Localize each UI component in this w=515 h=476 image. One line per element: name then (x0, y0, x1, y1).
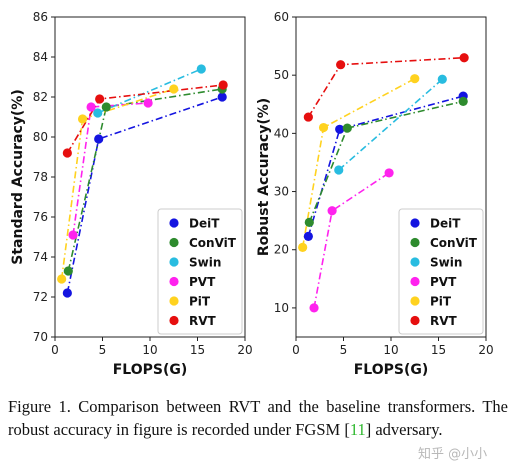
figure-caption: Figure 1. Comparison between RVT and the… (8, 395, 508, 441)
chart-standard-legend-label-pit: PiT (189, 295, 211, 309)
chart-robust-legend-marker-convit (410, 237, 420, 248)
chart-robust-legend-label-convit: ConViT (430, 236, 478, 250)
chart-standard-point-deit (217, 92, 227, 102)
chart-standard-point-convit (101, 102, 111, 112)
chart-robust-x-tick-label: 0 (292, 343, 300, 357)
chart-robust-point-swin (334, 165, 344, 175)
chart-standard-x-tick-label: 5 (99, 343, 107, 357)
chart-robust-point-pit (410, 74, 420, 84)
chart-robust-point-deit (335, 124, 345, 134)
chart-standard-y-tick-label: 76 (33, 210, 48, 224)
chart-robust-line-pvt (313, 172, 390, 309)
chart-robust-point-rvt (459, 53, 469, 63)
chart-standard-legend-marker-pvt (169, 276, 179, 287)
chart-standard-legend-marker-convit (169, 237, 179, 248)
chart-robust-legend-marker-pvt (410, 276, 420, 287)
chart-robust-y-tick-label: 10 (274, 301, 289, 315)
chart-standard-legend-label-pvt: PVT (189, 275, 216, 289)
chart-standard-point-deit (94, 134, 104, 144)
chart-standard-point-rvt (62, 148, 72, 158)
chart-standard-point-pvt (143, 98, 153, 108)
chart-robust-x-tick-label: 5 (340, 343, 348, 357)
chart-robust-point-deit (303, 231, 313, 241)
chart-robust-point-pvt (384, 168, 394, 178)
chart-standard-legend-label-swin: Swin (189, 256, 221, 270)
chart-standard-point-pvt (86, 102, 96, 112)
chart-robust-legend-label-rvt: RVT (430, 314, 458, 328)
chart-standard-point-deit (62, 288, 72, 298)
chart-standard-legend-label-convit: ConViT (189, 236, 237, 250)
chart-standard-x-axis-label: FLOPS(G) (113, 362, 188, 378)
chart-standard-y-tick-label: 86 (33, 10, 48, 24)
chart-standard-y-tick-label: 80 (33, 130, 48, 144)
chart-standard-y-tick-label: 82 (33, 90, 48, 104)
chart-robust-y-tick-label: 20 (274, 243, 289, 257)
chart-standard-x-tick-label: 20 (237, 343, 252, 357)
chart-standard-point-pit (77, 114, 88, 124)
chart-standard-x-tick-label: 15 (190, 343, 205, 357)
chart-robust-y-tick-label: 50 (274, 68, 289, 82)
chart-robust-x-tick-label: 20 (478, 343, 493, 357)
caption-citation-link[interactable]: 11 (349, 420, 366, 439)
chart-standard-line-convit (67, 88, 223, 272)
chart-standard-y-tick-label: 78 (33, 170, 48, 184)
chart-standard-point-pit (57, 274, 67, 284)
figure-charts: 0 5 10 15 20 70 72 74 76 78 80 82 84 86 FLOPS(G) Standa… (10, 10, 494, 378)
chart-robust-legend-label-swin: Swin (430, 256, 462, 270)
chart-robust-point-convit (458, 96, 468, 106)
chart-robust-y-tick-label: 40 (274, 126, 289, 140)
chart-standard-point-convit (63, 266, 73, 276)
chart-standard-x-tick-label: 10 (142, 343, 157, 357)
chart-standard-line-swin (97, 68, 202, 114)
chart-robust-legend-label-pit: PiT (430, 295, 452, 309)
chart-standard-legend-marker-pit (169, 296, 179, 306)
caption-text-prefix: Figure 1. Comparison between RVT and the… (8, 397, 508, 439)
chart-robust-y-tick-label: 60 (274, 10, 289, 24)
chart-robust-point-swin (437, 74, 447, 84)
chart-standard-y-tick-label: 70 (33, 330, 48, 344)
chart-standard-point-swin (93, 108, 103, 118)
chart-robust-x-axis-label: FLOPS(G) (354, 362, 429, 378)
chart-standard-point-rvt (218, 80, 228, 90)
chart-robust-legend-marker-pit (410, 296, 420, 306)
chart-robust-legend-marker-rvt (410, 315, 420, 326)
chart-robust-line-swin (338, 78, 443, 171)
chart-robust-y-axis-label: Robust Accuracy(%) (256, 98, 272, 256)
chart-robust-x-tick-label: 10 (383, 343, 398, 357)
chart-robust-legend-label-pvt: PVT (430, 275, 457, 289)
chart-standard-legend-marker-swin (169, 257, 179, 267)
watermark: 知乎 @小小 (418, 447, 488, 462)
chart-standard-legend-marker-deit (169, 218, 179, 228)
chart-standard-legend (157, 208, 243, 335)
chart-robust-point-pvt (327, 206, 337, 216)
chart-robust-point-rvt (336, 60, 346, 70)
chart-robust-legend-marker-deit (410, 218, 420, 228)
chart-standard-legend-label-deit: DeiT (189, 217, 220, 231)
chart-robust-legend-marker-swin (410, 257, 420, 267)
chart-standard-y-tick-label: 74 (33, 250, 48, 264)
chart-robust-point-pit (298, 242, 308, 252)
chart-robust-point-convit (342, 123, 352, 133)
chart-robust-point-pvt (309, 303, 319, 313)
caption-text-suffix: ] adversary. (365, 420, 443, 439)
chart-robust-legend (398, 208, 484, 335)
chart-standard-point-pvt (68, 230, 78, 240)
chart-standard-y-axis-label: Standard Accuracy(%) (10, 89, 26, 264)
chart-robust-legend-label-deit: DeiT (430, 217, 461, 231)
chart-standard-point-swin (196, 64, 206, 74)
chart-standard-x-tick-label: 0 (51, 343, 59, 357)
chart-standard-point-rvt (95, 94, 105, 104)
chart-standard-legend-marker-rvt (169, 315, 179, 326)
chart-standard-legend-label-rvt: RVT (189, 314, 217, 328)
chart-standard-y-tick-label: 84 (33, 50, 48, 64)
chart-robust-point-convit (304, 217, 314, 227)
chart-standard-y-tick-label: 72 (33, 290, 48, 304)
chart-standard-point-pit (169, 84, 179, 94)
chart-robust-x-tick-label: 15 (431, 343, 446, 357)
chart-robust-y-tick-label: 30 (274, 185, 289, 199)
chart-robust-point-pit (318, 122, 329, 133)
chart-robust-point-rvt (303, 112, 313, 122)
